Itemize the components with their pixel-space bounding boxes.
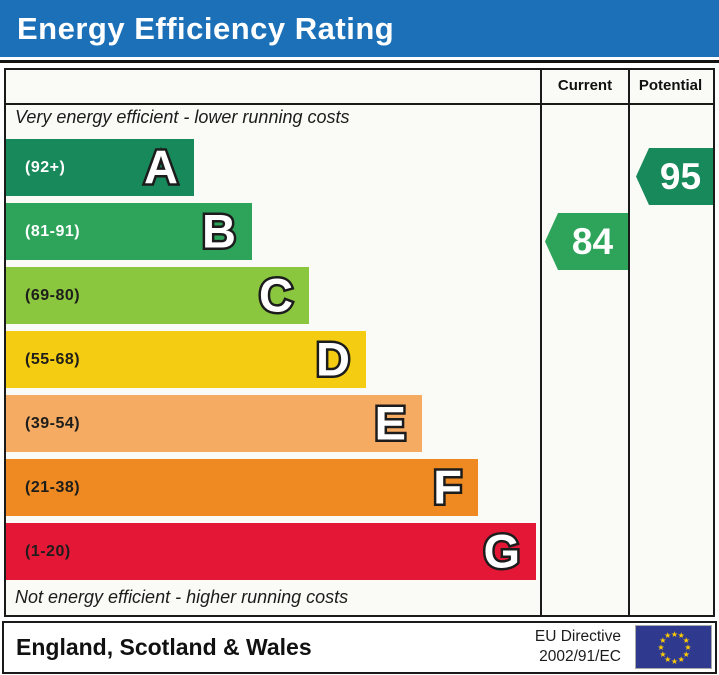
star-icon: ★ xyxy=(670,656,679,666)
star-icon: ★ xyxy=(659,649,667,659)
header-row-divider xyxy=(6,103,713,105)
potential-column-divider xyxy=(628,70,630,615)
potential-rating-value: 95 xyxy=(659,155,702,197)
current-column-header: Current xyxy=(557,77,613,94)
eu-directive-line1: EU Directive xyxy=(534,627,621,645)
current-rating-value: 84 xyxy=(571,220,614,262)
current-rating-arrow: 84 xyxy=(545,213,628,270)
star-icon: ★ xyxy=(682,636,690,646)
page-title: Energy Efficiency Rating xyxy=(17,11,395,46)
star-icon: ★ xyxy=(682,649,690,659)
footer-bar: England, Scotland & Wales EU Directive 2… xyxy=(2,621,717,674)
star-icon: ★ xyxy=(664,631,672,641)
band-range-label: (69-80) xyxy=(25,286,81,304)
eu-flag: ★ ★ ★ ★ ★ ★ ★ ★ ★ ★ ★ ★ xyxy=(635,625,712,669)
band-range-label: (21-38) xyxy=(25,478,81,496)
star-icon: ★ xyxy=(657,643,665,652)
star-icon: ★ xyxy=(684,643,692,652)
star-icon: ★ xyxy=(677,654,685,664)
top-efficiency-note: Very energy efficient - lower running co… xyxy=(15,107,350,127)
band-range-label: (1-20) xyxy=(25,542,71,560)
star-icon: ★ xyxy=(659,636,667,646)
star-icon: ★ xyxy=(677,631,685,641)
star-icon: ★ xyxy=(670,629,679,639)
band-range-label: (39-54) xyxy=(25,414,81,432)
band-range-label: (92+) xyxy=(25,158,66,176)
potential-rating-arrow: 95 xyxy=(636,148,713,205)
bottom-efficiency-note: Not energy efficient - higher running co… xyxy=(15,587,349,607)
title-divider xyxy=(0,60,719,63)
band-range-label: (81-91) xyxy=(25,222,81,240)
eu-directive-line2: 2002/91/EC xyxy=(539,648,621,666)
band-range-label: (55-68) xyxy=(25,350,81,368)
potential-column-header: Potential xyxy=(638,77,703,94)
region-label: England, Scotland & Wales xyxy=(16,634,312,660)
current-column-divider xyxy=(540,70,542,615)
rating-chart-box: Current Potential Very energy efficient … xyxy=(4,68,715,617)
star-icon: ★ xyxy=(664,654,672,664)
title-bar: Energy Efficiency Rating xyxy=(0,0,719,57)
eu-directive-label: EU Directive 2002/91/EC xyxy=(535,627,621,669)
